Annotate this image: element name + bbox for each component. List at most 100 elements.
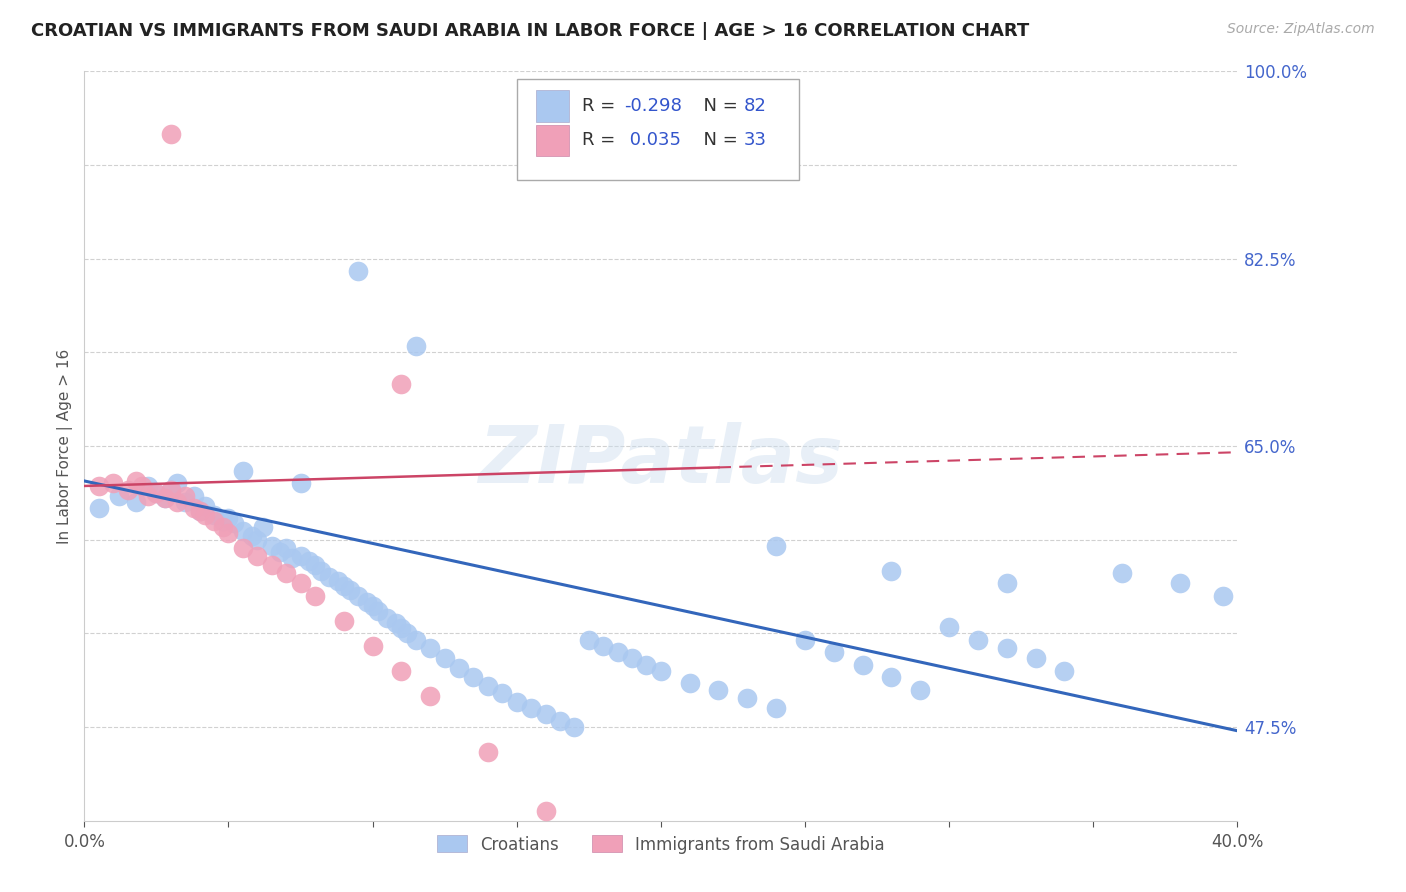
Point <box>160 483 183 497</box>
Point <box>463 670 485 684</box>
Point <box>1212 589 1234 603</box>
Point <box>160 483 183 497</box>
Point <box>391 621 413 635</box>
Point <box>103 476 124 491</box>
Point <box>375 611 398 625</box>
Text: -0.298: -0.298 <box>624 97 682 115</box>
Point <box>333 614 356 628</box>
Point <box>117 483 139 497</box>
Point <box>356 595 378 609</box>
Point <box>232 524 254 538</box>
Point <box>166 495 188 509</box>
Point <box>391 664 413 678</box>
Point <box>174 495 197 509</box>
Point <box>145 486 167 500</box>
Point <box>367 604 389 618</box>
Point <box>240 529 263 543</box>
Point <box>592 639 614 653</box>
Point <box>534 804 557 818</box>
Point <box>433 651 456 665</box>
Point <box>166 476 188 491</box>
Point <box>938 620 960 634</box>
Point <box>290 476 312 491</box>
Point <box>794 632 817 647</box>
Legend: Croatians, Immigrants from Saudi Arabia: Croatians, Immigrants from Saudi Arabia <box>437 835 884 854</box>
Point <box>260 539 283 553</box>
Y-axis label: In Labor Force | Age > 16: In Labor Force | Age > 16 <box>58 349 73 543</box>
Point <box>361 639 384 653</box>
Text: Source: ZipAtlas.com: Source: ZipAtlas.com <box>1227 22 1375 37</box>
Point <box>347 589 370 603</box>
Point <box>396 626 419 640</box>
Point <box>290 549 312 563</box>
Point <box>477 679 499 693</box>
Point <box>309 564 332 578</box>
Point <box>224 516 246 531</box>
Point <box>125 474 148 488</box>
Point <box>125 495 148 509</box>
Point <box>449 661 471 675</box>
Text: R =: R = <box>582 97 621 115</box>
Point <box>304 558 326 572</box>
Point <box>333 579 356 593</box>
Point <box>232 541 254 556</box>
Point <box>1053 664 1076 678</box>
Point <box>153 491 176 506</box>
FancyBboxPatch shape <box>536 90 568 121</box>
Point <box>269 545 291 559</box>
Point <box>491 686 513 700</box>
Point <box>145 486 167 500</box>
Point <box>87 479 110 493</box>
Point <box>290 576 312 591</box>
Point <box>87 501 110 516</box>
Point <box>1111 566 1133 581</box>
Point <box>1168 576 1191 591</box>
Point <box>880 564 903 578</box>
Point <box>153 491 176 506</box>
Text: 0.035: 0.035 <box>624 131 681 149</box>
Point <box>995 641 1018 656</box>
Text: R =: R = <box>582 131 621 149</box>
Point <box>202 508 225 522</box>
Point <box>276 566 298 581</box>
Point <box>765 701 787 715</box>
Text: N =: N = <box>692 97 744 115</box>
Point <box>108 489 131 503</box>
Point <box>347 264 370 278</box>
Point <box>578 632 600 647</box>
Point <box>252 520 274 534</box>
Point <box>246 549 269 563</box>
Point <box>188 504 211 518</box>
Point <box>194 499 217 513</box>
Point <box>548 714 571 728</box>
Point <box>304 589 326 603</box>
Point <box>405 339 427 353</box>
Point <box>183 489 205 503</box>
Point <box>202 514 225 528</box>
Point <box>246 533 269 547</box>
Point <box>419 689 441 703</box>
Point <box>967 632 990 647</box>
Point <box>136 489 159 503</box>
Point <box>606 645 628 659</box>
Point <box>276 541 298 556</box>
FancyBboxPatch shape <box>517 78 799 180</box>
Point <box>534 707 557 722</box>
Point <box>211 514 233 528</box>
Text: 82: 82 <box>744 97 766 115</box>
Point <box>318 570 340 584</box>
Point <box>281 551 304 566</box>
Point <box>183 501 205 516</box>
Point <box>384 616 406 631</box>
Point <box>852 657 875 672</box>
Point <box>995 576 1018 591</box>
Point <box>218 511 240 525</box>
Point <box>520 701 543 715</box>
Point <box>506 695 529 709</box>
Point <box>136 479 159 493</box>
Point <box>260 558 283 572</box>
Point <box>823 645 845 659</box>
Point <box>737 691 759 706</box>
Text: N =: N = <box>692 131 744 149</box>
Point <box>621 651 644 665</box>
